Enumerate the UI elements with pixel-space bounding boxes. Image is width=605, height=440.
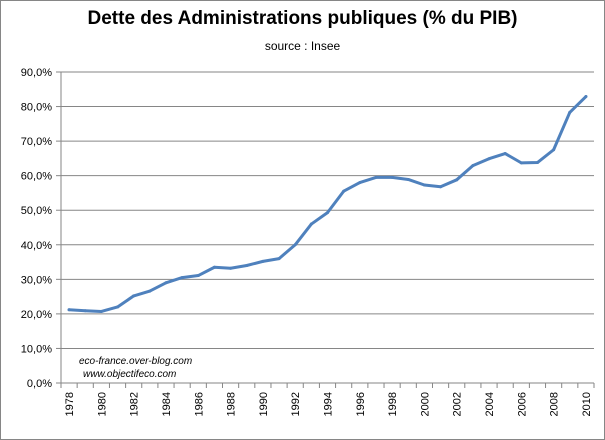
data-point [568,110,572,114]
y-tick-label: 40,0% [21,240,52,252]
data-point [229,266,233,270]
data-point [406,177,410,181]
data-point [212,265,216,269]
x-tick-label: 1994 [323,392,335,416]
data-point [535,161,539,165]
watermark-site: www.objectifeco.com [83,369,176,380]
x-tick-label: 1988 [226,392,238,416]
y-tick-label: 0,0% [27,378,52,390]
y-tick-label: 30,0% [21,274,52,286]
x-tick-label: 2006 [516,392,528,416]
data-point [584,95,588,99]
data-point [326,211,329,215]
data-point [503,152,507,156]
data-point [245,264,249,268]
data-point [196,274,200,278]
x-tick-label: 1986 [193,392,205,416]
data-point [67,308,71,312]
x-tick-label: 1978 [64,392,76,416]
data-point [83,309,87,313]
data-point [309,222,313,226]
data-point [116,305,120,309]
x-tick-label: 1980 [96,392,108,416]
y-tick-label: 20,0% [21,309,52,321]
chart-subtitle: source : Insee [264,39,341,53]
y-tick-label: 60,0% [21,171,52,183]
data-point [132,294,136,298]
watermark-blog: eco-france.over-blog.com [79,356,192,367]
data-point [471,164,475,168]
x-tick-label: 2004 [484,392,496,416]
y-tick-label: 90,0% [21,67,52,79]
data-point [277,257,281,261]
data-point [422,183,426,187]
y-axis-tick-labels: 0,0% 10,0% 20,0% 30,0% 40,0% 50,0% 60,0% 70,0% 8… [21,67,52,390]
data-point [293,243,297,247]
y-tick-label: 10,0% [21,343,52,355]
x-tick-label: 1998 [387,392,399,416]
x-tick-label: 1992 [290,392,302,416]
y-tick-label: 50,0% [21,205,52,217]
x-tick-label: 1990 [258,392,270,416]
x-tick-label: 2000 [419,392,431,416]
gridlines [61,71,594,349]
data-point [180,276,184,280]
x-tick-label: 2010 [581,392,593,416]
data-point [342,189,346,193]
y-tick-label: 80,0% [21,102,52,114]
x-tick-label: 2002 [452,392,464,416]
x-tick-label: 2008 [549,392,561,416]
data-point [148,289,152,293]
data-point [487,157,491,161]
data-point [374,175,378,179]
axes [56,71,595,388]
data-point [439,185,443,189]
data-point [390,175,394,179]
x-tick-label: 1984 [161,392,173,416]
data-point [552,148,556,152]
data-point [519,161,523,165]
x-tick-label: 1982 [129,392,141,416]
x-axis-tick-labels: 1978 1980 1982 1984 1986 1988 1990 1992 1994 1996… [64,392,593,416]
data-point [261,259,265,263]
data-point [99,309,103,313]
chart-title: Dette des Administrations publiques (% d… [87,8,518,29]
y-tick-label: 70,0% [21,136,52,148]
x-tick-label: 1996 [355,392,367,416]
data-point [358,181,362,185]
series-layer [67,95,588,313]
data-point [164,281,168,285]
data-point [455,178,459,182]
